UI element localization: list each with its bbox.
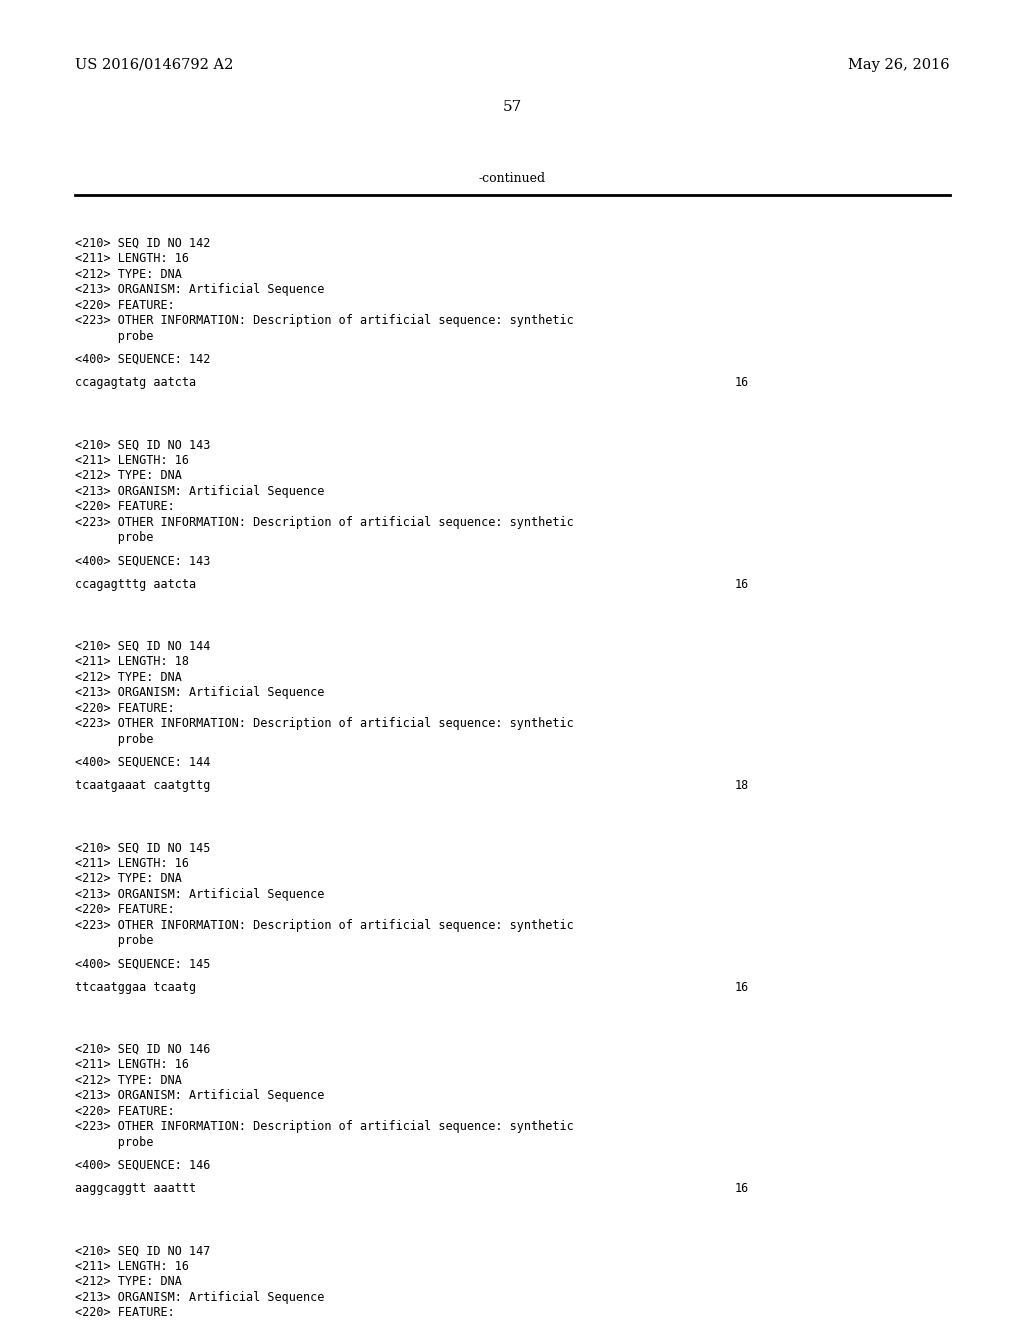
Text: <212> TYPE: DNA: <212> TYPE: DNA (75, 1073, 182, 1086)
Text: <212> TYPE: DNA: <212> TYPE: DNA (75, 469, 182, 482)
Text: 16: 16 (735, 1183, 750, 1195)
Text: probe: probe (75, 1135, 154, 1148)
Text: <220> FEATURE:: <220> FEATURE: (75, 1305, 175, 1319)
Text: probe: probe (75, 330, 154, 343)
Text: <213> ORGANISM: Artificial Sequence: <213> ORGANISM: Artificial Sequence (75, 686, 325, 700)
Text: 16: 16 (735, 578, 750, 590)
Text: <212> TYPE: DNA: <212> TYPE: DNA (75, 268, 182, 281)
Text: <400> SEQUENCE: 144: <400> SEQUENCE: 144 (75, 756, 210, 768)
Text: <213> ORGANISM: Artificial Sequence: <213> ORGANISM: Artificial Sequence (75, 484, 325, 498)
Text: <223> OTHER INFORMATION: Description of artificial sequence: synthetic: <223> OTHER INFORMATION: Description of … (75, 919, 573, 932)
Text: probe: probe (75, 935, 154, 948)
Text: -continued: -continued (478, 172, 546, 185)
Text: ccagagtttg aatcta: ccagagtttg aatcta (75, 578, 197, 590)
Text: <220> FEATURE:: <220> FEATURE: (75, 702, 175, 714)
Text: <213> ORGANISM: Artificial Sequence: <213> ORGANISM: Artificial Sequence (75, 1089, 325, 1102)
Text: <223> OTHER INFORMATION: Description of artificial sequence: synthetic: <223> OTHER INFORMATION: Description of … (75, 1121, 573, 1133)
Text: ccagagtatg aatcta: ccagagtatg aatcta (75, 376, 197, 389)
Text: <212> TYPE: DNA: <212> TYPE: DNA (75, 873, 182, 886)
Text: 18: 18 (735, 779, 750, 792)
Text: ttcaatggaa tcaatg: ttcaatggaa tcaatg (75, 981, 197, 994)
Text: <212> TYPE: DNA: <212> TYPE: DNA (75, 671, 182, 684)
Text: <210> SEQ ID NO 144: <210> SEQ ID NO 144 (75, 640, 210, 652)
Text: <210> SEQ ID NO 147: <210> SEQ ID NO 147 (75, 1243, 210, 1257)
Text: May 26, 2016: May 26, 2016 (848, 58, 950, 73)
Text: <212> TYPE: DNA: <212> TYPE: DNA (75, 1275, 182, 1288)
Text: <210> SEQ ID NO 145: <210> SEQ ID NO 145 (75, 841, 210, 854)
Text: <213> ORGANISM: Artificial Sequence: <213> ORGANISM: Artificial Sequence (75, 282, 325, 296)
Text: 16: 16 (735, 981, 750, 994)
Text: probe: probe (75, 733, 154, 746)
Text: <220> FEATURE:: <220> FEATURE: (75, 903, 175, 916)
Text: <211> LENGTH: 16: <211> LENGTH: 16 (75, 1059, 189, 1071)
Text: <211> LENGTH: 18: <211> LENGTH: 18 (75, 655, 189, 668)
Text: <223> OTHER INFORMATION: Description of artificial sequence: synthetic: <223> OTHER INFORMATION: Description of … (75, 717, 573, 730)
Text: <220> FEATURE:: <220> FEATURE: (75, 500, 175, 513)
Text: <223> OTHER INFORMATION: Description of artificial sequence: synthetic: <223> OTHER INFORMATION: Description of … (75, 314, 573, 327)
Text: <400> SEQUENCE: 143: <400> SEQUENCE: 143 (75, 554, 210, 568)
Text: <210> SEQ ID NO 143: <210> SEQ ID NO 143 (75, 438, 210, 451)
Text: <213> ORGANISM: Artificial Sequence: <213> ORGANISM: Artificial Sequence (75, 887, 325, 900)
Text: <210> SEQ ID NO 146: <210> SEQ ID NO 146 (75, 1043, 210, 1056)
Text: 57: 57 (503, 100, 521, 114)
Text: <211> LENGTH: 16: <211> LENGTH: 16 (75, 454, 189, 466)
Text: <400> SEQUENCE: 146: <400> SEQUENCE: 146 (75, 1159, 210, 1172)
Text: <211> LENGTH: 16: <211> LENGTH: 16 (75, 252, 189, 265)
Text: <220> FEATURE:: <220> FEATURE: (75, 1105, 175, 1118)
Text: <211> LENGTH: 16: <211> LENGTH: 16 (75, 1259, 189, 1272)
Text: <213> ORGANISM: Artificial Sequence: <213> ORGANISM: Artificial Sequence (75, 1291, 325, 1304)
Text: 16: 16 (735, 376, 750, 389)
Text: probe: probe (75, 531, 154, 544)
Text: <223> OTHER INFORMATION: Description of artificial sequence: synthetic: <223> OTHER INFORMATION: Description of … (75, 516, 573, 528)
Text: US 2016/0146792 A2: US 2016/0146792 A2 (75, 58, 233, 73)
Text: tcaatgaaat caatgttg: tcaatgaaat caatgttg (75, 779, 210, 792)
Text: <400> SEQUENCE: 142: <400> SEQUENCE: 142 (75, 352, 210, 366)
Text: <220> FEATURE:: <220> FEATURE: (75, 298, 175, 312)
Text: aaggcaggtt aaattt: aaggcaggtt aaattt (75, 1183, 197, 1195)
Text: <210> SEQ ID NO 142: <210> SEQ ID NO 142 (75, 236, 210, 249)
Text: <400> SEQUENCE: 145: <400> SEQUENCE: 145 (75, 957, 210, 970)
Text: <211> LENGTH: 16: <211> LENGTH: 16 (75, 857, 189, 870)
